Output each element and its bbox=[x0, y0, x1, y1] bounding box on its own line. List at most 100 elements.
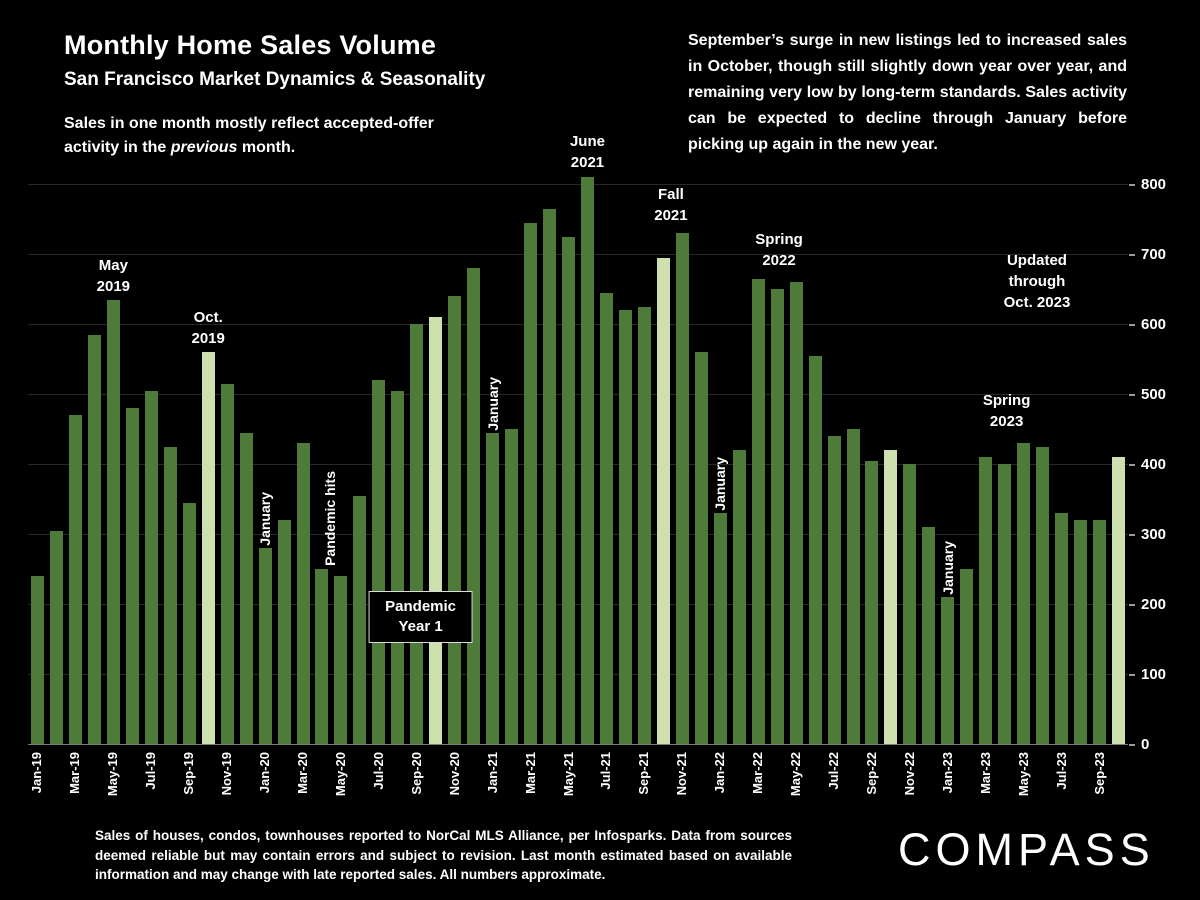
y-axis-label: 800 bbox=[1141, 176, 1167, 193]
bar-Aug-20 bbox=[391, 390, 405, 744]
bar-Sep-21 bbox=[637, 306, 651, 744]
x-axis-label: May-21 bbox=[560, 752, 576, 797]
chart-note-text: Sales in one month mostly reflect accept… bbox=[64, 115, 434, 156]
annotation-may-2019: May 2019 bbox=[96, 256, 131, 295]
bar-Aug-19 bbox=[163, 446, 177, 744]
y-axis-tick bbox=[1129, 674, 1135, 676]
bar-Apr-23 bbox=[998, 464, 1012, 744]
x-axis-label: Jul-23 bbox=[1053, 752, 1069, 790]
chart-note-italic: previous bbox=[170, 139, 238, 156]
bar-May-21 bbox=[562, 236, 576, 744]
y-axis-tick bbox=[1129, 604, 1135, 606]
gridline bbox=[28, 394, 1128, 395]
bar-May-22 bbox=[789, 282, 803, 744]
bar-chart: May 2019 Oct. 2019 January Pandemic hits Pan… bbox=[28, 133, 1128, 745]
x-axis-label: Jan-20 bbox=[257, 752, 273, 794]
x-axis-label: Sep-23 bbox=[1091, 752, 1107, 795]
bar-Jan-20 bbox=[258, 548, 272, 744]
x-axis-label: Jan-19 bbox=[29, 752, 45, 794]
y-axis-tick bbox=[1129, 464, 1135, 466]
bar-Mar-20 bbox=[296, 443, 310, 744]
annotation-updated-through-oct-2023: Updated through Oct. 2023 bbox=[1003, 251, 1071, 311]
annotation-oct-2019: Oct. 2019 bbox=[191, 309, 225, 347]
annotation-spring-2022: Spring 2022 bbox=[755, 230, 803, 269]
compass-logo: COMPASS bbox=[898, 824, 1155, 875]
bar-Aug-23 bbox=[1074, 520, 1088, 744]
x-axis-label: May-20 bbox=[332, 752, 348, 797]
bar-Sep-19 bbox=[182, 502, 196, 744]
bar-Dec-20 bbox=[467, 268, 481, 744]
x-axis-label: Jul-21 bbox=[598, 752, 614, 790]
y-axis-label: 200 bbox=[1141, 596, 1167, 613]
bar-Mar-19 bbox=[68, 415, 82, 744]
x-axis-label: Sep-21 bbox=[636, 752, 652, 795]
bar-Mar-23 bbox=[979, 457, 993, 744]
bar-Feb-23 bbox=[960, 569, 974, 744]
x-axis-label: Mar-20 bbox=[295, 752, 310, 794]
bar-Oct-21 bbox=[656, 257, 670, 744]
page-subtitle: San Francisco Market Dynamics & Seasonal… bbox=[64, 69, 486, 90]
y-axis-label: 600 bbox=[1141, 316, 1167, 333]
bar-Sep-22 bbox=[865, 460, 879, 744]
annotation-pandemic-year-1: Pandemic Year 1 bbox=[368, 590, 474, 643]
bar-Feb-20 bbox=[277, 520, 291, 744]
bar-Nov-22 bbox=[903, 464, 917, 744]
x-axis-label: Sep-22 bbox=[863, 752, 879, 795]
x-axis-label: Mar-22 bbox=[750, 752, 766, 794]
bar-Jan-22 bbox=[713, 513, 727, 744]
bar-Aug-22 bbox=[846, 429, 860, 744]
market-commentary: September’s surge in new listings led to… bbox=[688, 32, 1127, 153]
gridline bbox=[28, 674, 1128, 675]
x-axis-label: Jul-22 bbox=[826, 752, 842, 790]
bar-Dec-22 bbox=[922, 527, 936, 744]
x-axis-label: Sep-20 bbox=[408, 752, 424, 795]
annotation-january: January bbox=[257, 492, 274, 546]
gridline bbox=[28, 534, 1128, 535]
bar-Apr-21 bbox=[543, 208, 557, 744]
bar-Oct-22 bbox=[884, 450, 898, 744]
bar-Nov-20 bbox=[448, 296, 462, 744]
bar-Sep-23 bbox=[1093, 520, 1107, 744]
bar-Jun-19 bbox=[125, 408, 139, 744]
bar-Jul-22 bbox=[827, 436, 841, 744]
disclaimer: Sales of houses, condos, townhouses repo… bbox=[95, 828, 792, 882]
bar-Jun-22 bbox=[808, 355, 822, 744]
y-axis-tick bbox=[1129, 394, 1135, 396]
y-axis-label: 300 bbox=[1141, 526, 1167, 543]
x-axis-line bbox=[28, 744, 1128, 745]
y-axis-label: 700 bbox=[1141, 246, 1167, 263]
bar-May-20 bbox=[334, 576, 348, 744]
annotation-pandemic-hits: Pandemic hits bbox=[321, 470, 338, 566]
x-axis-label: Mar-23 bbox=[977, 752, 993, 794]
x-axis-label: May-22 bbox=[788, 752, 804, 797]
bar-Mar-22 bbox=[751, 278, 765, 744]
bar-May-23 bbox=[1017, 443, 1031, 744]
gridline bbox=[28, 604, 1128, 605]
y-axis-label: 500 bbox=[1141, 386, 1167, 403]
bar-Feb-21 bbox=[505, 429, 519, 744]
bar-Jan-23 bbox=[941, 597, 955, 744]
x-axis-label: Nov-20 bbox=[446, 752, 462, 796]
gridline bbox=[28, 184, 1128, 185]
x-axis-label: May-19 bbox=[105, 752, 121, 797]
bar-Apr-20 bbox=[315, 569, 329, 744]
bar-Apr-19 bbox=[87, 334, 101, 744]
bar-Oct-23 bbox=[1112, 457, 1126, 744]
y-axis-label: 400 bbox=[1141, 456, 1167, 473]
gridline bbox=[28, 464, 1128, 465]
x-axis-label: Nov-22 bbox=[901, 752, 917, 796]
y-axis-tick bbox=[1129, 324, 1135, 326]
bar-Jan-21 bbox=[486, 432, 500, 744]
x-axis-label: Mar-21 bbox=[522, 752, 538, 794]
bar-Dec-21 bbox=[694, 352, 708, 744]
bar-Nov-19 bbox=[220, 383, 234, 744]
bar-Oct-19 bbox=[201, 352, 215, 744]
y-axis-tick bbox=[1129, 744, 1135, 746]
bar-Jul-19 bbox=[144, 390, 158, 744]
bar-Jul-23 bbox=[1055, 513, 1069, 744]
x-axis-label: Jan-23 bbox=[939, 752, 955, 794]
bar-Mar-21 bbox=[524, 222, 538, 744]
annotation-january: January bbox=[712, 457, 729, 511]
x-axis-label: May-23 bbox=[1015, 752, 1031, 797]
bar-Feb-19 bbox=[49, 530, 63, 744]
